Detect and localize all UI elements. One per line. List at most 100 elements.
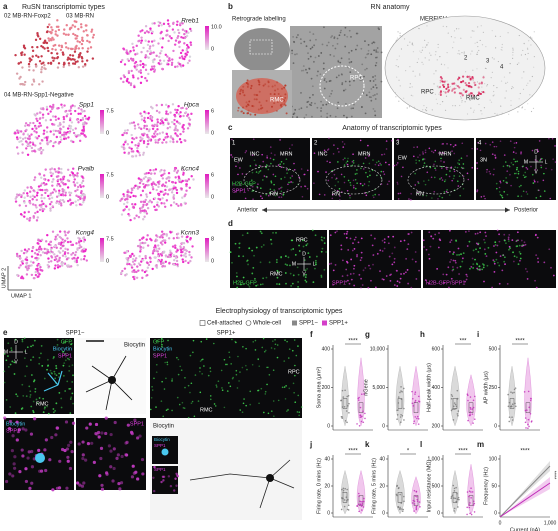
cell-dot [267, 366, 269, 369]
cell-dot [32, 400, 35, 403]
cell-dot [349, 194, 351, 197]
label: EW [234, 157, 244, 163]
cell-dot [466, 275, 469, 278]
cell-dot [424, 39, 426, 41]
umap-cell [145, 127, 149, 131]
umap-cell [130, 191, 133, 194]
umap-cell [14, 200, 18, 203]
cell-dot [456, 84, 459, 88]
umap-cell [81, 175, 84, 179]
cell-dot [53, 356, 55, 358]
umap-cell [179, 111, 182, 114]
cell-dot [82, 481, 86, 485]
cell-dot [65, 486, 69, 490]
label: i [477, 330, 479, 339]
cell-dot [448, 229, 451, 232]
cell-dot [71, 364, 74, 367]
cell-dot [81, 453, 85, 457]
cell-dot [385, 161, 387, 164]
umap-cell [81, 110, 84, 113]
cell-dot [429, 166, 432, 169]
umap-cell [51, 191, 55, 194]
cell-dot [468, 75, 471, 78]
y-tick-label: 500 [489, 346, 498, 352]
cell-dot [417, 182, 420, 184]
cell-dot [353, 264, 356, 267]
umap-cell [33, 252, 37, 255]
cell-dot [395, 163, 398, 166]
point [362, 506, 365, 508]
cell-dot [396, 39, 398, 41]
cell-dot [291, 181, 294, 184]
label: MRN [358, 151, 371, 157]
cell-dot [513, 255, 516, 258]
cell-dot [352, 162, 355, 164]
cell-dot [336, 230, 338, 233]
umap-cell [47, 62, 50, 65]
point [357, 492, 360, 495]
umap-cell [145, 195, 149, 198]
cell-dot [214, 405, 217, 407]
cell-dot [348, 29, 351, 32]
umap-cell [24, 265, 28, 269]
cell-dot [512, 57, 514, 59]
cell-dot [340, 29, 342, 32]
cell-dot [412, 27, 414, 30]
cell-dot [422, 153, 424, 155]
cell-dot [342, 146, 345, 148]
umap-cell [177, 112, 181, 116]
umap-cell [175, 202, 178, 206]
umap-cell [167, 22, 170, 26]
cell-dot [160, 337, 163, 340]
cell-dot [437, 246, 440, 249]
cell-dot [258, 101, 261, 104]
cell-dot [284, 339, 286, 341]
umap-cell [134, 184, 137, 187]
cell-dot [291, 52, 294, 55]
umap-cell [25, 261, 29, 265]
cell-dot [352, 159, 355, 162]
cell-dot [419, 74, 421, 76]
point [472, 399, 475, 402]
cell-dot [256, 94, 259, 97]
cell-dot [40, 352, 42, 355]
cell-dot [304, 185, 306, 187]
cell-dot [391, 263, 394, 266]
cell-dot [20, 448, 24, 452]
cell-dot [272, 158, 275, 161]
label: V [534, 169, 538, 175]
cell-dot [367, 184, 370, 187]
cell-dot [356, 172, 358, 175]
umap-cell [155, 109, 159, 113]
cell-dot [277, 399, 280, 402]
cell-dot [252, 341, 255, 343]
neuron-soma [108, 376, 116, 384]
point [397, 396, 400, 398]
umap-cell [50, 26, 53, 29]
cell-dot [311, 115, 313, 118]
cell-dot [270, 410, 273, 412]
umap-cell [145, 212, 149, 215]
umap-cell [178, 56, 182, 60]
cell-dot [294, 374, 296, 377]
cell-dot [480, 91, 483, 93]
umap-cell [82, 125, 85, 129]
umap-cell [151, 44, 155, 47]
point [359, 503, 362, 505]
umap-cell [177, 175, 180, 178]
umap-cell [136, 52, 139, 55]
cell-dot [522, 190, 525, 193]
cell-dot [412, 44, 414, 46]
umap-cell [59, 247, 62, 250]
cell-dot [239, 90, 242, 93]
cell-dot [171, 378, 173, 380]
umap-cell [36, 210, 39, 214]
cell-dot [37, 448, 41, 452]
cell-dot [519, 257, 522, 260]
cell-dot [375, 62, 378, 64]
umap-cell [180, 187, 183, 190]
cell-dot [526, 270, 529, 273]
cell-dot [491, 153, 494, 155]
umap-cell [181, 22, 184, 25]
cell-dot [203, 365, 205, 367]
